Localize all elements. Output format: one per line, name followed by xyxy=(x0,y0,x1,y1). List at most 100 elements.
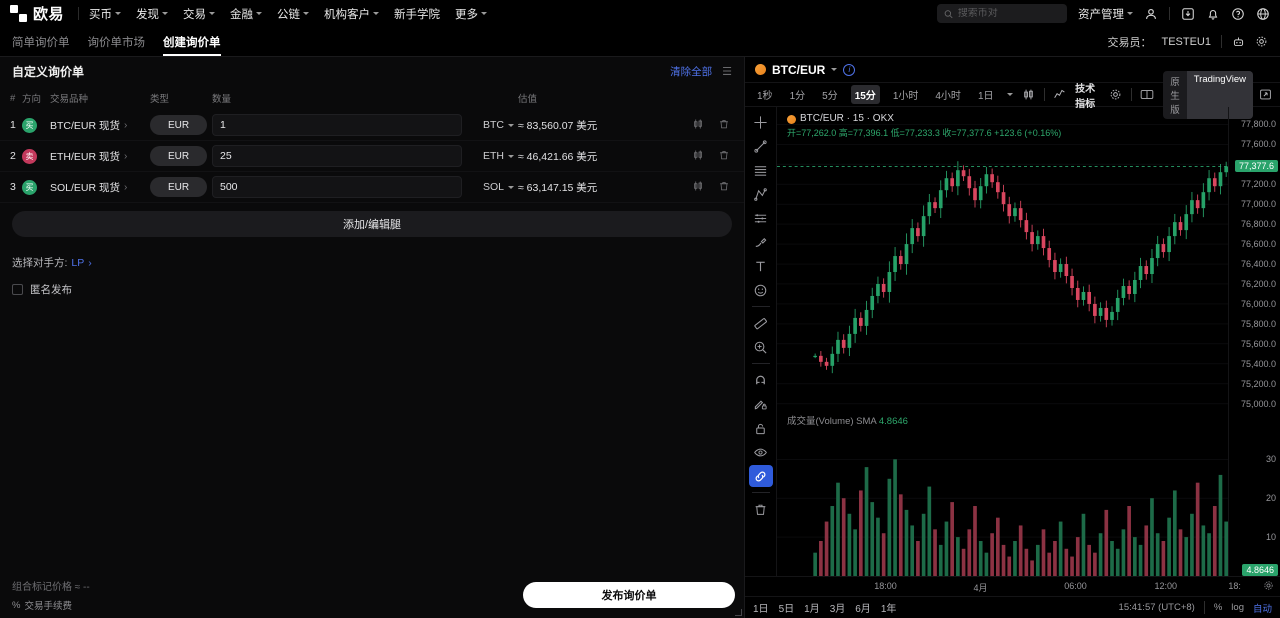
chart-settings-gear-icon[interactable] xyxy=(1109,88,1122,101)
search-box[interactable] xyxy=(937,4,1067,23)
ruler-icon[interactable] xyxy=(749,312,773,334)
timeframe-1s[interactable]: 1秒 xyxy=(757,91,773,102)
zoom-icon[interactable] xyxy=(749,336,773,358)
quantity-input[interactable] xyxy=(212,176,462,198)
leg-symbol-cell[interactable]: BTC/EUR 现货 › xyxy=(50,110,150,141)
leg-direction[interactable]: 卖 xyxy=(22,140,50,172)
chevron-down-icon[interactable] xyxy=(831,68,838,71)
direction-badge-buy[interactable]: 买 xyxy=(22,117,37,133)
leg-type-cell[interactable]: EUR xyxy=(150,110,212,141)
tab-simple-rfq[interactable]: 简单询价单 xyxy=(12,27,70,56)
nav-item-discover[interactable]: 发现 xyxy=(136,6,169,22)
anonymous-publish-row[interactable]: 匿名发布 xyxy=(12,282,732,297)
panel-menu-icon[interactable]: ☰ xyxy=(722,65,732,78)
timeframe-1d[interactable]: 1日 xyxy=(977,91,994,102)
nav-item-chain[interactable]: 公链 xyxy=(277,6,310,22)
globe-icon[interactable] xyxy=(1256,7,1270,21)
delete-leg-icon[interactable] xyxy=(718,149,730,164)
nav-item-institutional[interactable]: 机构客户 xyxy=(324,6,380,22)
chart-mode-native[interactable]: 原生版 xyxy=(1170,76,1180,116)
timeframe-15m[interactable]: 15分 xyxy=(850,85,880,104)
type-pill[interactable]: EUR xyxy=(150,115,207,135)
leg-symbol-cell[interactable]: ETH/EUR 现货 › xyxy=(50,140,150,172)
leg-unit-cell[interactable]: ETH xyxy=(462,140,518,172)
pitchfork-icon[interactable] xyxy=(749,183,773,205)
horizontal-lines-icon[interactable] xyxy=(749,159,773,181)
timeframe-1h[interactable]: 1小时 xyxy=(892,91,919,102)
lock-icon[interactable] xyxy=(749,417,773,439)
candle-chart-icon[interactable] xyxy=(692,149,704,164)
type-pill[interactable]: EUR xyxy=(150,146,207,166)
chart-plot-area[interactable]: BTC/EUR · 15 · OKX 开=77,262.0 高=77,396.1… xyxy=(777,107,1228,576)
user-icon[interactable] xyxy=(1144,7,1158,21)
pencil-lock-icon[interactable] xyxy=(749,393,773,415)
leg-quantity-cell[interactable] xyxy=(212,110,462,141)
type-pill[interactable]: EUR xyxy=(150,177,207,197)
leg-type-cell[interactable]: EUR xyxy=(150,171,212,203)
nav-item-trade[interactable]: 交易 xyxy=(183,6,216,22)
nav-item-more[interactable]: 更多 xyxy=(455,6,488,22)
bell-icon[interactable] xyxy=(1206,7,1220,21)
leg-type-cell[interactable]: EUR xyxy=(150,140,212,172)
direction-badge-sell[interactable]: 卖 xyxy=(22,148,37,164)
candle-type-icon[interactable] xyxy=(1022,88,1035,101)
layout-icon[interactable] xyxy=(1140,88,1154,101)
text-icon[interactable] xyxy=(749,255,773,277)
leg-direction[interactable]: 买 xyxy=(22,171,50,203)
delete-leg-icon[interactable] xyxy=(718,118,730,133)
range-3mo[interactable]: 3月 xyxy=(829,604,846,615)
add-edit-leg-button[interactable]: 添加/编辑腿 xyxy=(12,211,732,237)
percent-scale-toggle[interactable]: % xyxy=(1213,602,1223,613)
auto-scale-toggle[interactable]: 自动 xyxy=(1252,603,1272,615)
log-scale-toggle[interactable]: log xyxy=(1231,602,1244,613)
help-icon[interactable] xyxy=(1231,7,1245,21)
indicators-button[interactable]: 技术指标 xyxy=(1075,83,1096,110)
tab-create-rfq[interactable]: 创建询价单 xyxy=(163,27,221,56)
quantity-input[interactable] xyxy=(212,145,462,167)
indicators-icon[interactable] xyxy=(1053,88,1066,101)
magnet-icon[interactable] xyxy=(749,369,773,391)
time-axis-settings-icon[interactable] xyxy=(1263,580,1274,591)
leg-quantity-cell[interactable] xyxy=(212,171,462,203)
price-axis[interactable]: 77,800.077,600.077,400.077,200.077,000.0… xyxy=(1228,107,1280,576)
candle-chart-icon[interactable] xyxy=(692,180,704,195)
panel-resize-handle[interactable] xyxy=(735,609,742,616)
timeframe-4h[interactable]: 4小时 xyxy=(935,91,961,102)
download-icon[interactable] xyxy=(1181,7,1195,21)
tab-rfq-market[interactable]: 询价单市场 xyxy=(88,27,146,56)
nav-item-buy-crypto[interactable]: 买币 xyxy=(89,6,122,22)
leg-unit-cell[interactable]: BTC xyxy=(462,110,518,141)
range-1mo[interactable]: 1月 xyxy=(804,604,820,615)
chart-mode-tradingview[interactable]: TradingView xyxy=(1186,70,1253,119)
eye-hide-icon[interactable] xyxy=(749,441,773,463)
anonymous-checkbox[interactable] xyxy=(12,284,23,295)
nav-item-academy[interactable]: 新手学院 xyxy=(394,6,440,22)
timeframe-1m[interactable]: 1分 xyxy=(789,91,806,102)
leg-symbol-cell[interactable]: SOL/EUR 现货 › xyxy=(50,171,150,203)
chevron-down-icon[interactable] xyxy=(1006,93,1013,96)
range-1d[interactable]: 1日 xyxy=(753,604,769,615)
nav-item-asset-management[interactable]: 资产管理 xyxy=(1078,6,1133,22)
direction-badge-buy[interactable]: 买 xyxy=(22,179,37,195)
gear-icon[interactable] xyxy=(1255,35,1268,48)
leg-unit-cell[interactable]: SOL xyxy=(462,171,518,203)
leg-direction[interactable]: 买 xyxy=(22,110,50,141)
clear-all-button[interactable]: 清除全部 xyxy=(670,65,713,78)
emoji-icon[interactable] xyxy=(749,279,773,301)
timeframe-5m[interactable]: 5分 xyxy=(822,91,838,102)
counterparty-value[interactable]: LP xyxy=(71,256,85,269)
pattern-icon[interactable] xyxy=(749,207,773,229)
info-icon[interactable]: i xyxy=(843,63,856,76)
brand-logo[interactable]: 欧易 xyxy=(10,3,64,24)
fullscreen-icon[interactable] xyxy=(1259,88,1272,101)
crosshair-icon[interactable] xyxy=(749,111,773,133)
trash-icon[interactable] xyxy=(749,498,773,520)
range-5d[interactable]: 5日 xyxy=(778,604,795,615)
publish-rfq-button[interactable]: 发布询价单 xyxy=(523,582,735,608)
nav-item-finance[interactable]: 金融 xyxy=(230,6,263,22)
chevron-right-icon[interactable]: › xyxy=(88,256,92,269)
trendline-icon[interactable] xyxy=(749,135,773,157)
brush-icon[interactable] xyxy=(749,231,773,253)
link-icon[interactable] xyxy=(748,465,773,487)
range-1y[interactable]: 1年 xyxy=(880,604,897,615)
